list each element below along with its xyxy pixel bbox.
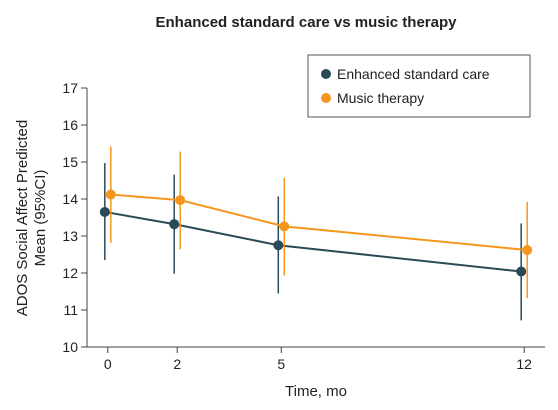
x-tick-label: 0 (104, 356, 112, 372)
series-enhanced-standard-care (99, 163, 527, 321)
y-axis-label-line2: Mean (95%CI) (32, 170, 49, 267)
chart-title: Enhanced standard care vs music therapy (156, 14, 458, 31)
series-line (104, 210, 522, 273)
y-axis-ticks: 10 11 12 13 14 15 16 17 (62, 80, 87, 355)
y-axis-label: ADOS Social Affect Predicted Mean (95%CI… (14, 120, 49, 317)
x-axis-ticks: 0 2 5 12 (104, 347, 532, 372)
data-point (279, 221, 290, 232)
series-layer (99, 146, 533, 321)
series-music-therapy (105, 146, 533, 299)
y-tick-label: 16 (62, 117, 78, 133)
x-tick-label: 2 (173, 356, 181, 372)
y-axis-label-line1: ADOS Social Affect Predicted (14, 120, 31, 317)
y-tick-label: 10 (62, 339, 78, 355)
y-tick-label: 15 (62, 154, 78, 170)
legend-marker-music-therapy (321, 93, 331, 103)
data-point (169, 219, 180, 230)
legend-marker-enhanced-standard-care (321, 69, 331, 79)
y-tick-label: 12 (62, 265, 78, 281)
legend-label-music-therapy: Music therapy (337, 90, 424, 106)
y-tick-label: 17 (62, 80, 78, 96)
x-axis-label: Time, mo (285, 383, 347, 400)
data-point (99, 206, 110, 217)
data-point (522, 245, 533, 256)
legend-box (307, 54, 531, 118)
data-point (273, 240, 284, 251)
y-tick-label: 13 (62, 228, 78, 244)
legend: Enhanced standard care Music therapy (307, 54, 531, 118)
y-tick-label: 14 (62, 191, 78, 207)
x-tick-label: 5 (277, 356, 285, 372)
data-point (105, 189, 116, 200)
y-tick-label: 11 (63, 302, 78, 318)
data-point (175, 195, 186, 206)
series-line (110, 193, 528, 252)
data-point (516, 266, 527, 277)
legend-label-enhanced-standard-care: Enhanced standard care (337, 66, 490, 82)
plot-frame (86, 88, 545, 348)
x-tick-label: 12 (516, 356, 532, 372)
